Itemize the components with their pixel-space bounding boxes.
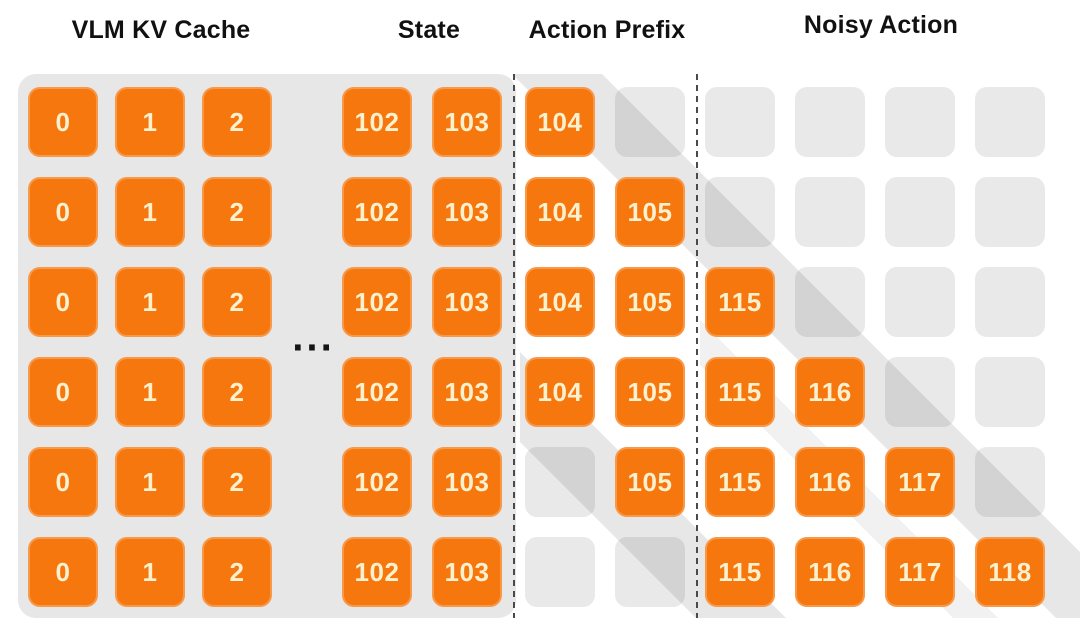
token-cell-105-row5: 105 [615,447,685,517]
token-cell-0-row6: 0 [28,537,98,607]
token-cell-2-row4: 2 [202,357,272,427]
token-cell-102-row1: 102 [342,87,412,157]
masked-cell-104-row6 [525,537,595,607]
token-cell-103-row6: 103 [432,537,502,607]
token-cell-0-row4: 0 [28,357,98,427]
token-cell-103-row5: 103 [432,447,502,517]
masked-cell-117-row2 [885,177,955,247]
token-cell-0-row1: 0 [28,87,98,157]
token-cell-115-row6: 115 [705,537,775,607]
token-cell-2-row3: 2 [202,267,272,337]
token-cell-1-row1: 1 [115,87,185,157]
masked-cell-105-row1 [615,87,685,157]
masked-cell-118-row5 [975,447,1045,517]
masked-cell-117-row4 [885,357,955,427]
token-cell-115-row5: 115 [705,447,775,517]
header-noisy-action: Noisy Action [803,11,959,39]
token-cell-116-row4: 116 [795,357,865,427]
token-cell-115-row4: 115 [705,357,775,427]
header-action-prefix: Action Prefix [528,16,686,44]
token-cell-102-row4: 102 [342,357,412,427]
masked-cell-116-row3 [795,267,865,337]
token-cell-105-row3: 105 [615,267,685,337]
masked-cell-118-row1 [975,87,1045,157]
ellipsis: ... [291,320,335,359]
masked-cell-116-row2 [795,177,865,247]
masked-cell-118-row3 [975,267,1045,337]
token-cell-103-row3: 103 [432,267,502,337]
token-cell-103-row1: 103 [432,87,502,157]
token-cell-2-row6: 2 [202,537,272,607]
masked-cell-117-row1 [885,87,955,157]
masked-cell-118-row2 [975,177,1045,247]
token-cell-0-row3: 0 [28,267,98,337]
token-cell-0-row2: 0 [28,177,98,247]
token-cell-118-row6: 118 [975,537,1045,607]
token-cell-104-row3: 104 [525,267,595,337]
token-cell-1-row5: 1 [115,447,185,517]
token-cell-116-row5: 116 [795,447,865,517]
token-cell-105-row2: 105 [615,177,685,247]
masked-cell-116-row1 [795,87,865,157]
token-cell-102-row5: 102 [342,447,412,517]
token-cell-103-row4: 103 [432,357,502,427]
masked-cell-115-row1 [705,87,775,157]
masked-cell-118-row4 [975,357,1045,427]
token-cell-1-row3: 1 [115,267,185,337]
token-cell-105-row4: 105 [615,357,685,427]
token-cell-0-row5: 0 [28,447,98,517]
token-cell-1-row2: 1 [115,177,185,247]
token-cell-117-row5: 117 [885,447,955,517]
token-cell-103-row2: 103 [432,177,502,247]
token-cell-102-row2: 102 [342,177,412,247]
token-cell-2-row2: 2 [202,177,272,247]
masked-cell-117-row3 [885,267,955,337]
token-cell-104-row2: 104 [525,177,595,247]
token-cell-102-row3: 102 [342,267,412,337]
masked-cell-104-row5 [525,447,595,517]
header-state: State [397,16,461,44]
kv-cache-panel [18,74,516,618]
token-cell-2-row5: 2 [202,447,272,517]
token-cell-115-row3: 115 [705,267,775,337]
token-cell-104-row4: 104 [525,357,595,427]
token-cell-1-row4: 1 [115,357,185,427]
token-cell-102-row6: 102 [342,537,412,607]
token-cell-2-row1: 2 [202,87,272,157]
masked-cell-115-row2 [705,177,775,247]
header-vlm-kv-cache: VLM KV Cache [71,16,251,44]
token-cell-117-row6: 117 [885,537,955,607]
token-cell-116-row6: 116 [795,537,865,607]
token-cell-1-row6: 1 [115,537,185,607]
token-cell-104-row1: 104 [525,87,595,157]
masked-cell-105-row6 [615,537,685,607]
